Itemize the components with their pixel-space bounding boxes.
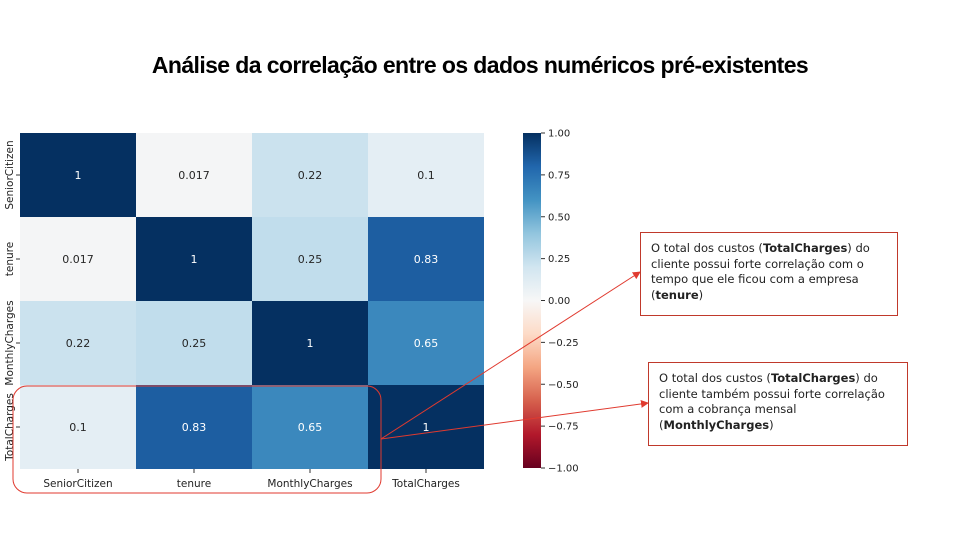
heatmap-cell xyxy=(252,133,368,217)
cell-value-label: 0.25 xyxy=(182,337,207,350)
colorbar-tick-label: 0.50 xyxy=(548,212,570,223)
cell-value-label: 0.22 xyxy=(298,169,323,182)
annotation-text: ) do cliente também possui forte correla… xyxy=(659,371,885,432)
cell-value-label: 0.65 xyxy=(298,421,323,434)
heatmap-cell xyxy=(20,133,136,217)
colorbar-tick-label: −0.50 xyxy=(548,380,579,391)
annotation-emphasis: tenure xyxy=(655,287,699,302)
annotation-text: ) xyxy=(769,417,774,432)
annotation-emphasis: TotalCharges xyxy=(762,241,848,255)
cell-value-label: 0.017 xyxy=(178,169,210,182)
x-tick-label: TotalCharges xyxy=(391,478,460,490)
heatmap-cell xyxy=(252,217,368,301)
cell-value-label: 0.1 xyxy=(417,169,435,182)
heatmap-cell xyxy=(368,301,484,385)
colorbar-tick-label: −0.75 xyxy=(548,422,579,433)
annotation-tenure: O total dos custos (TotalCharges) do cli… xyxy=(640,232,898,316)
cell-value-label: 1 xyxy=(191,253,198,266)
heatmap-cell xyxy=(136,385,252,469)
y-tick-label: SeniorCitizen xyxy=(4,140,16,209)
annotation-text: O total dos custos ( xyxy=(659,371,771,385)
cell-value-label: 0.25 xyxy=(298,253,323,266)
cell-value-label: 0.65 xyxy=(414,337,439,350)
annotation-text: ) xyxy=(698,287,704,302)
arrow-to-tenure-note xyxy=(380,271,641,440)
colorbar-tick-label: 0.00 xyxy=(548,296,570,307)
cell-value-label: 0.22 xyxy=(66,337,91,350)
cell-value-label: 1 xyxy=(307,337,314,350)
heatmap-cell xyxy=(136,217,252,301)
cell-value-label: 0.017 xyxy=(62,253,94,266)
heatmap-cell xyxy=(368,133,484,217)
y-tick-label: TotalCharges xyxy=(4,393,16,462)
cell-value-label: 0.1 xyxy=(69,421,87,434)
colorbar-tick-label: 0.75 xyxy=(548,170,570,181)
colorbar xyxy=(523,133,541,468)
colorbar-tick-label: −0.25 xyxy=(548,338,579,349)
arrow-to-monthly-note xyxy=(380,399,649,440)
heatmap-cell xyxy=(136,133,252,217)
cell-value-label: 1 xyxy=(75,169,82,182)
cell-value-label: 0.83 xyxy=(182,421,207,434)
annotation-text: O total dos custos ( xyxy=(651,241,763,255)
heatmap-cell xyxy=(368,385,484,469)
x-tick-label: tenure xyxy=(177,478,211,490)
colorbar-tick-label: 1.00 xyxy=(548,129,570,140)
slide-title: Análise da correlação entre os dados num… xyxy=(151,52,809,78)
heatmap-cell xyxy=(20,301,136,385)
heatmap-cell xyxy=(252,301,368,385)
annotation-monthly-charges: O total dos custos (TotalCharges) do cli… xyxy=(648,362,908,446)
x-tick-label: MonthlyCharges xyxy=(267,478,352,490)
cell-value-label: 1 xyxy=(423,421,430,434)
annotation-emphasis: TotalCharges xyxy=(770,371,856,385)
heatmap-cell xyxy=(368,217,484,301)
y-tick-label: tenure xyxy=(4,242,16,276)
annotation-emphasis: MonthlyCharges xyxy=(663,417,770,432)
heatmap-cell xyxy=(252,385,368,469)
x-tick-label: SeniorCitizen xyxy=(43,478,112,490)
colorbar-tick-label: −1.00 xyxy=(548,464,579,475)
y-tick-label: MonthlyCharges xyxy=(4,300,16,385)
colorbar-tick-label: 0.25 xyxy=(548,254,570,265)
cell-value-label: 0.83 xyxy=(414,253,439,266)
heatmap-cell xyxy=(136,301,252,385)
heatmap-cell xyxy=(20,385,136,469)
annotation-text: ) do cliente possui forte correlação com… xyxy=(651,241,870,302)
highlight-box xyxy=(12,385,382,494)
heatmap-cell xyxy=(20,217,136,301)
